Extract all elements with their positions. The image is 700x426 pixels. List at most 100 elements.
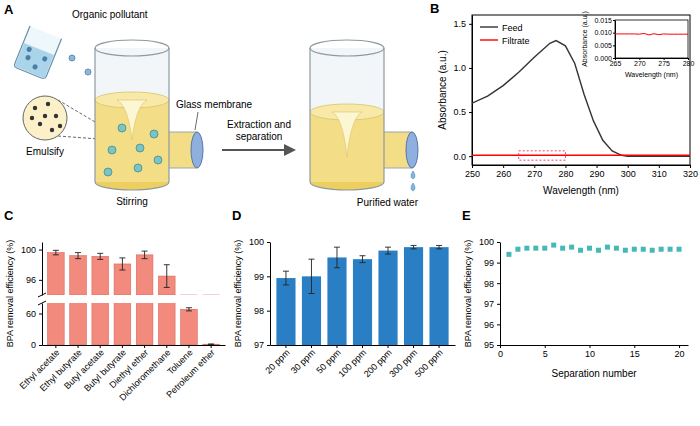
axis-line — [42, 243, 43, 296]
error-bar — [164, 265, 170, 288]
tick-label: 250 — [465, 169, 480, 179]
bar — [181, 309, 198, 345]
tick-mark — [613, 20, 615, 21]
axis-title: Absorbance (a.u.) — [581, 11, 589, 67]
emulsion-dot — [43, 114, 47, 118]
error-bar — [436, 245, 442, 248]
point — [587, 246, 592, 251]
tick-label: 0.0 — [453, 152, 466, 162]
diagram-label: Emulsify — [26, 146, 64, 157]
glass-rim — [95, 40, 169, 56]
tick: 320 — [683, 165, 698, 179]
point — [614, 246, 619, 251]
axis-title: Separation number — [551, 368, 637, 379]
axis-title: BPA removal efficiency (%) — [463, 240, 473, 348]
tick-mark — [267, 345, 270, 346]
tick: 96 — [484, 320, 500, 330]
legend-swatch — [480, 39, 498, 40]
pollutant-dot — [41, 56, 48, 63]
tick: 15 — [630, 345, 640, 359]
axis-line — [473, 165, 691, 166]
bar — [429, 247, 448, 345]
tick: 0 — [31, 340, 42, 350]
tick-label: 95 — [484, 340, 494, 350]
point — [677, 247, 682, 252]
diagram-label: Purified water — [357, 197, 419, 208]
point — [560, 246, 565, 251]
tick-label: 97 — [254, 340, 264, 350]
panel-label: E — [462, 208, 471, 223]
axis-line — [616, 58, 689, 59]
tick: 100 — [479, 237, 500, 247]
tick-label: 60 — [26, 309, 36, 319]
bar — [92, 256, 109, 295]
tick-label: 260 — [496, 169, 511, 179]
tick-label: 97 — [484, 299, 494, 309]
droplet — [136, 144, 144, 152]
tick-mark — [534, 165, 535, 168]
tick-mark — [78, 345, 79, 348]
tick-mark — [336, 345, 337, 348]
inset-frame — [615, 20, 688, 58]
tick-mark — [311, 345, 312, 348]
axis: 265270275280 — [610, 58, 695, 67]
panel-label: C — [4, 208, 14, 223]
glass-base — [95, 182, 169, 190]
bar — [276, 278, 295, 345]
tick-mark — [267, 311, 270, 312]
tick: 0 — [498, 345, 503, 359]
tick-mark — [39, 250, 42, 251]
tick: 0.0 — [453, 152, 472, 162]
arrow-shaft — [222, 149, 286, 151]
error-bar — [385, 247, 391, 254]
falling-drop — [85, 69, 91, 75]
legend: FeedFiltrate — [480, 23, 530, 46]
diagram-label: Glass membrane — [176, 99, 253, 110]
tick-mark — [497, 263, 500, 264]
tick-label: 0 — [31, 340, 36, 350]
point — [533, 246, 538, 251]
point — [641, 247, 646, 252]
tick: 0.000 — [594, 55, 615, 62]
axis: 05101520 — [498, 345, 689, 359]
tick-mark — [690, 165, 691, 168]
tick: 275 — [658, 58, 670, 67]
axis-line — [472, 16, 473, 166]
tick-mark — [679, 345, 680, 348]
tick-mark — [413, 345, 414, 348]
tick: 97 — [254, 340, 270, 350]
error-bar — [208, 344, 214, 345]
axis-line — [42, 304, 43, 346]
tick: Petroleum ether — [164, 345, 216, 400]
point — [668, 247, 673, 252]
bar — [136, 303, 153, 345]
panel-d: D97989910020 ppm30 ppm50 ppm100 ppm200 p… — [232, 208, 456, 379]
error-bar — [75, 253, 81, 259]
diagram-label: Stirring — [116, 196, 148, 207]
panel-label: D — [232, 208, 241, 223]
axis-title: BPA removal efficiency (%) — [5, 240, 15, 348]
axis-line — [500, 243, 501, 346]
bar — [92, 303, 109, 345]
tick-label: 100 — [21, 245, 36, 255]
tick-label: Dichloromethane — [117, 347, 172, 402]
tick-mark — [469, 156, 472, 157]
water-drop — [411, 183, 415, 191]
axis-line — [43, 345, 226, 346]
tick-label: 290 — [590, 169, 605, 179]
axis: 0.00.51.01.5 — [453, 16, 472, 166]
tick-mark — [469, 68, 472, 69]
water-drop — [411, 171, 415, 179]
tick: 0.015 — [594, 17, 615, 24]
axis: Ethyl acetateEthyl butyrateButyl acetate… — [18, 345, 226, 403]
tick-mark — [211, 345, 212, 348]
axis-title: BPA removal efficiency (%) — [233, 240, 243, 348]
tick-mark — [362, 345, 363, 348]
tick: 20 ppm — [263, 345, 291, 376]
error-bar — [360, 256, 366, 263]
droplet — [104, 168, 112, 176]
tick: 1.5 — [453, 19, 472, 29]
bar — [48, 303, 65, 345]
axis-title: Absorbance (a.u.) — [437, 50, 448, 130]
tick-label: 500 ppm — [413, 347, 445, 379]
